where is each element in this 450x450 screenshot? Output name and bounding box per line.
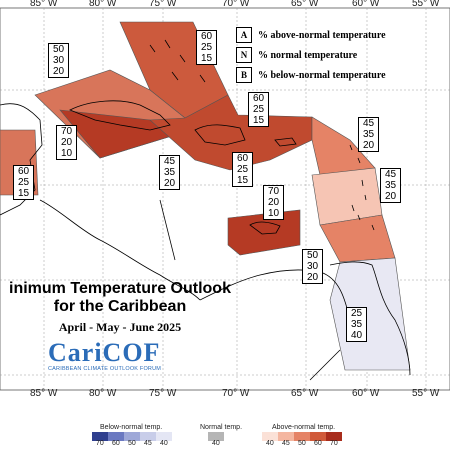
scale-above-value-4: 70 [330, 440, 338, 447]
scale-above-label: Above-normal temp. [272, 424, 336, 431]
scale-above-swatch-1 [278, 432, 294, 441]
scale-above-swatch-2 [294, 432, 310, 441]
key-row-normal: N % normal temperature [236, 45, 416, 65]
scale-above-value-3: 60 [314, 440, 322, 447]
prob-box-haiti: 45 35 20 [159, 155, 180, 190]
prob-box-guianas: 25 35 40 [346, 307, 367, 342]
scale-above-swatch-3 [310, 432, 326, 441]
scale-above-swatch-4 [326, 432, 342, 441]
lon-label-75: 75° W [149, 0, 177, 9]
map-title: inimum Temperature Outlook for the Carib… [0, 280, 240, 335]
key-row-below: B % below-normal temperature [236, 65, 416, 85]
lon-label-80-bottom: 80° W [89, 388, 117, 399]
region-jamaica [227, 209, 301, 256]
scale-below-value-2: 50 [128, 440, 136, 447]
logo-subtitle: CARIBBEAN CLIMATE OUTLOOK FORUM [48, 366, 162, 372]
scale-below-swatch-1 [108, 432, 124, 441]
prob-box-jamaica: 70 20 10 [263, 185, 284, 220]
scale-below-value-0: 70 [96, 440, 104, 447]
scale-below-swatch-0 [92, 432, 108, 441]
key-row-above: A % above-normal temperature [236, 25, 416, 45]
scale-below-swatch-3 [140, 432, 156, 441]
scale-below-value-3: 45 [144, 440, 152, 447]
scale-below-swatch-4 [156, 432, 172, 441]
key-text-below: % below-normal temperature [258, 69, 386, 81]
scale-above-value-2: 50 [298, 440, 306, 447]
lon-label-75-bottom: 75° W [149, 388, 177, 399]
prob-box-bahamas: 60 25 15 [196, 30, 217, 65]
region-guianas [329, 257, 411, 371]
caricof-logo: CariCOF CARIBBEAN CLIMATE OUTLOOK FORUM [48, 338, 183, 373]
lon-label-80: 80° W [89, 0, 117, 9]
lon-label-60: 60° W [352, 0, 380, 9]
title-line-2: for the Caribbean [53, 298, 187, 315]
scale-normal-label: Normal temp. [200, 424, 243, 431]
prob-box-anguilla: 45 35 20 [358, 117, 379, 152]
lon-label-55-bottom: 55° W [412, 388, 440, 399]
scale-normal-swatch [208, 432, 224, 441]
key-letter-n: N [236, 47, 252, 63]
probability-key: A % above-normal temperature N % normal … [236, 25, 416, 85]
prob-box-leeward: 45 35 20 [380, 168, 401, 203]
title-line-1: inimum Temperature Outlook [9, 280, 231, 297]
title-period: April - May - June 2025 [58, 320, 182, 334]
prob-box-windward: 50 30 20 [302, 249, 323, 284]
scale-below-label: Below-normal temp. [100, 424, 163, 431]
logo-word: CariCOF [48, 338, 161, 367]
lon-label-60-bottom: 60° W [352, 388, 380, 399]
prob-box-dominican: 60 25 15 [232, 152, 253, 187]
key-letter-b: B [236, 67, 252, 83]
key-letter-a: A [236, 27, 252, 43]
prob-box-cuba-east: 70 20 10 [56, 125, 77, 160]
scale-above-value-0: 40 [266, 440, 274, 447]
lon-label-85: 85° W [30, 0, 58, 9]
scale-below-swatch-2 [124, 432, 140, 441]
map-frame [0, 7, 450, 391]
lon-label-65-bottom: 65° W [291, 388, 319, 399]
lon-label-70: 70° W [222, 0, 250, 9]
lon-label-55: 55° W [412, 0, 440, 9]
lon-label-70-bottom: 70° W [222, 388, 250, 399]
key-text-normal: % normal temperature [258, 49, 358, 61]
key-text-above: % above-normal temperature [258, 29, 386, 41]
prob-box-cuba-west: 50 30 20 [48, 43, 69, 78]
lon-label-85-bottom: 85° W [30, 388, 58, 399]
lon-label-65: 65° W [291, 0, 319, 9]
prob-box-turks: 60 25 15 [248, 92, 269, 127]
scale-below-value-1: 60 [112, 440, 120, 447]
region-leeward [311, 167, 383, 226]
scale-normal-value: 40 [212, 440, 220, 447]
scale-above-value-1: 45 [282, 440, 290, 447]
scale-above-swatch-0 [262, 432, 278, 441]
scale-below-value-4: 40 [160, 440, 168, 447]
coastlines [0, 39, 411, 381]
prob-box-cayman: 60 25 15 [13, 165, 34, 200]
